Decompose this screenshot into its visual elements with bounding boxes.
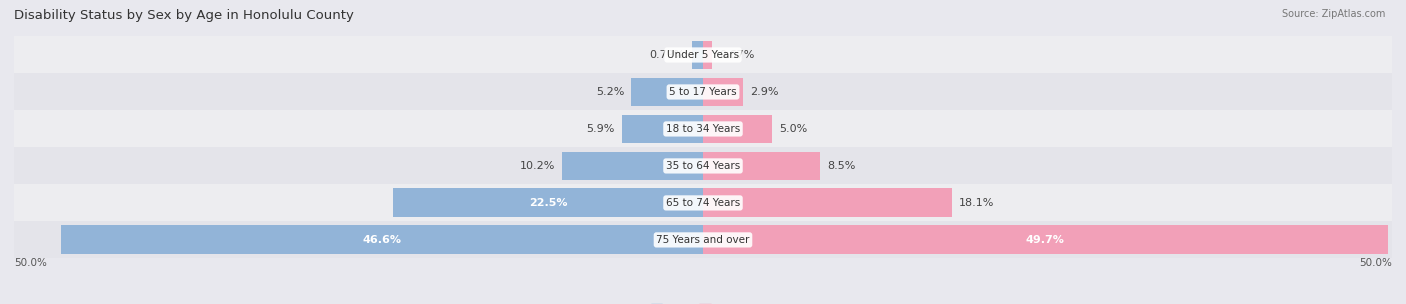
Text: 0.79%: 0.79% [650,50,685,60]
Text: 5.2%: 5.2% [596,87,624,97]
Bar [562,151,703,180]
Bar [703,188,952,217]
Bar [703,151,820,180]
Bar [60,226,703,254]
Text: 75 Years and over: 75 Years and over [657,235,749,245]
Bar [703,226,1388,254]
Bar [14,110,1392,147]
Text: 5 to 17 Years: 5 to 17 Years [669,87,737,97]
Text: 50.0%: 50.0% [1360,258,1392,268]
Bar [392,188,703,217]
Text: 5.9%: 5.9% [586,124,614,134]
Bar [14,147,1392,185]
Text: 49.7%: 49.7% [1026,235,1064,245]
Bar [14,36,1392,74]
Bar [14,185,1392,221]
Text: 18 to 34 Years: 18 to 34 Years [666,124,740,134]
Text: 10.2%: 10.2% [520,161,555,171]
Bar [631,78,703,106]
Text: Under 5 Years: Under 5 Years [666,50,740,60]
Bar [703,78,742,106]
Bar [703,40,713,69]
Text: 18.1%: 18.1% [959,198,994,208]
Text: Source: ZipAtlas.com: Source: ZipAtlas.com [1281,9,1385,19]
Bar [703,115,772,143]
Text: 0.67%: 0.67% [718,50,755,60]
Bar [14,74,1392,110]
Text: 46.6%: 46.6% [363,235,402,245]
Text: Disability Status by Sex by Age in Honolulu County: Disability Status by Sex by Age in Honol… [14,9,354,22]
Text: 65 to 74 Years: 65 to 74 Years [666,198,740,208]
Bar [14,221,1392,258]
Text: 22.5%: 22.5% [529,198,567,208]
Bar [621,115,703,143]
Text: 50.0%: 50.0% [14,258,46,268]
Bar [692,40,703,69]
Text: 5.0%: 5.0% [779,124,807,134]
Text: 8.5%: 8.5% [827,161,855,171]
Text: 35 to 64 Years: 35 to 64 Years [666,161,740,171]
Text: 2.9%: 2.9% [749,87,779,97]
